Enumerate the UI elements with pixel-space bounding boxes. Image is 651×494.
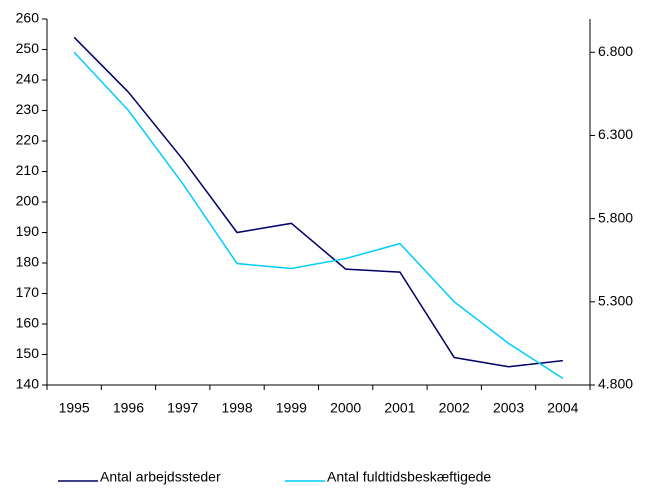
y2-tick-label: 4.800 xyxy=(598,376,633,392)
x-tick-label: 2003 xyxy=(493,400,524,416)
y-tick-label: 200 xyxy=(16,193,40,209)
y-tick-label: 190 xyxy=(16,223,40,239)
y-tick-label: 260 xyxy=(16,10,40,26)
y-tick-label: 180 xyxy=(16,254,40,270)
y-tick-label: 230 xyxy=(16,101,40,117)
x-tick-label: 2004 xyxy=(547,400,578,416)
legend-label: Antal arbejdssteder xyxy=(100,469,221,485)
x-tick-label: 2002 xyxy=(439,400,470,416)
x-tick-label: 1995 xyxy=(59,400,90,416)
x-tick-label: 1998 xyxy=(221,400,252,416)
y-tick-label: 150 xyxy=(16,345,40,361)
x-tick-label: 2000 xyxy=(330,400,361,416)
y2-tick-label: 6.800 xyxy=(598,43,633,59)
y-tick-label: 160 xyxy=(16,315,40,331)
y2-tick-label: 6.300 xyxy=(598,126,633,142)
y-tick-label: 240 xyxy=(16,71,40,87)
x-tick-label: 1996 xyxy=(113,400,144,416)
x-tick-label: 1999 xyxy=(276,400,307,416)
y-tick-label: 210 xyxy=(16,162,40,178)
y-tick-label: 170 xyxy=(16,284,40,300)
y2-tick-label: 5.800 xyxy=(598,209,633,225)
series-line xyxy=(73,36,563,368)
x-tick-label: 2001 xyxy=(384,400,415,416)
y-tick-label: 140 xyxy=(16,376,40,392)
y2-tick-label: 5.300 xyxy=(598,293,633,309)
y-tick-label: 220 xyxy=(16,132,40,148)
x-tick-label: 1997 xyxy=(167,400,198,416)
legend-label: Antal fuldtidsbeskæftigede xyxy=(327,469,491,485)
y-tick-label: 250 xyxy=(16,40,40,56)
series-line xyxy=(73,51,564,379)
